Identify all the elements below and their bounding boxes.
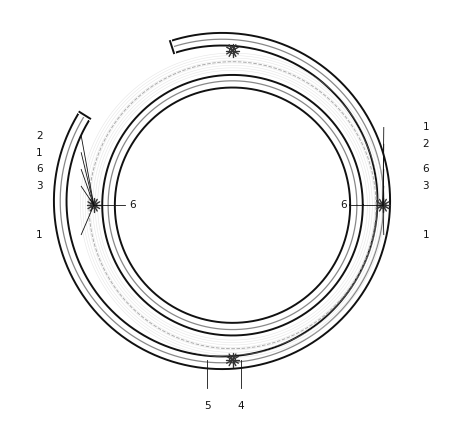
- Text: 6: 6: [340, 200, 347, 210]
- Text: 4: 4: [238, 401, 244, 411]
- Text: 2: 2: [423, 139, 429, 149]
- Text: 1: 1: [423, 230, 429, 239]
- Text: 1: 1: [36, 230, 42, 239]
- Text: 1: 1: [36, 148, 42, 158]
- Text: 3: 3: [423, 181, 429, 191]
- Text: 6: 6: [423, 165, 429, 174]
- Text: 1: 1: [423, 122, 429, 132]
- Text: 2: 2: [36, 131, 42, 141]
- Text: 6: 6: [36, 165, 42, 174]
- Text: 6: 6: [130, 200, 136, 210]
- Text: 3: 3: [36, 181, 42, 191]
- Text: 5: 5: [204, 401, 211, 411]
